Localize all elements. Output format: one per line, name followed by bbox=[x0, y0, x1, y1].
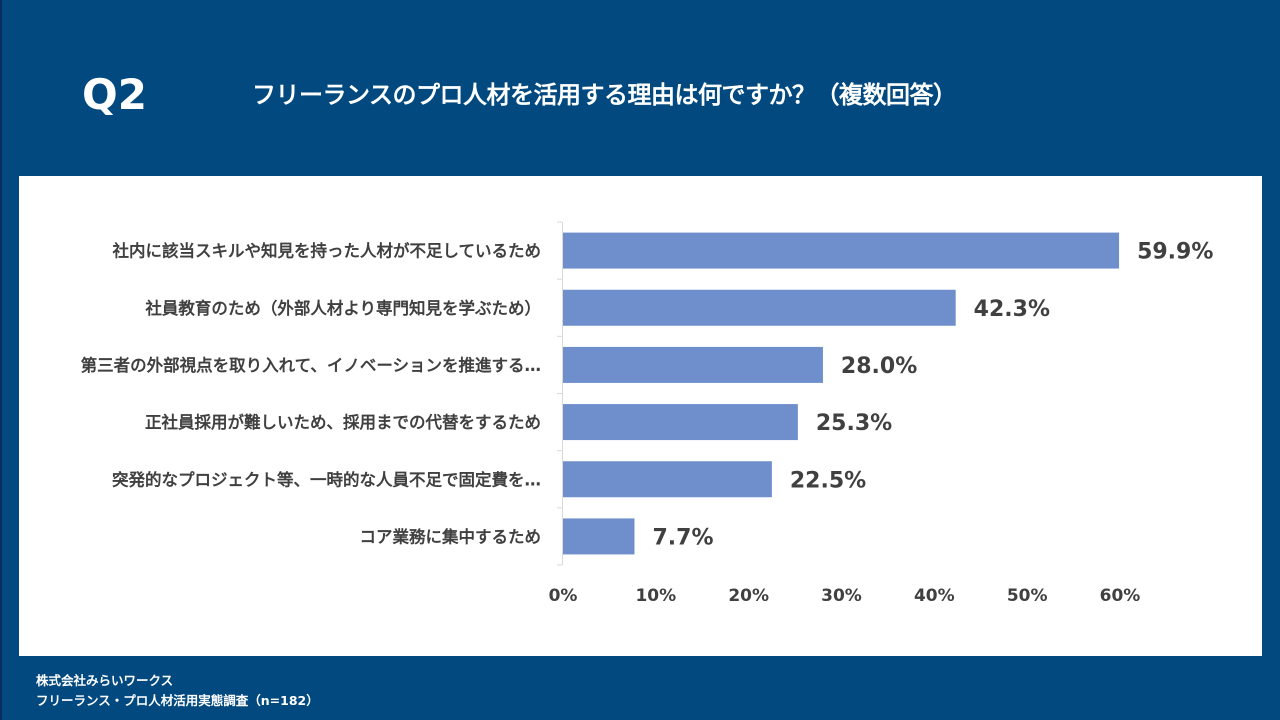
bar bbox=[563, 346, 823, 383]
x-tick-label: 60% bbox=[1100, 586, 1141, 606]
value-label: 7.7% bbox=[652, 525, 713, 550]
bar bbox=[563, 404, 798, 441]
category-label: 第三者の外部視点を取り入れて、イノベーションを推進する… bbox=[81, 355, 541, 375]
left-edge-stripe bbox=[0, 0, 2, 720]
bar bbox=[563, 461, 772, 498]
value-label: 59.9% bbox=[1137, 240, 1213, 265]
category-label: コア業務に集中するため bbox=[360, 526, 542, 546]
value-label: 28.0% bbox=[841, 354, 917, 379]
footer-company: 株式会社みらいワークス bbox=[36, 673, 174, 688]
x-tick-label: 20% bbox=[728, 586, 769, 606]
bar bbox=[563, 232, 1120, 269]
labels-layer: 社内に該当スキルや知見を持った人材が不足しているため 59.9% 社員教育のため（外… bbox=[81, 240, 1214, 606]
x-tick-label: 30% bbox=[821, 586, 862, 606]
value-label: 42.3% bbox=[974, 297, 1050, 322]
bars-layer bbox=[563, 232, 1120, 555]
footer-survey: フリーランス・プロ人材活用実態調査（n=182） bbox=[36, 693, 319, 708]
x-tick-label: 10% bbox=[635, 586, 676, 606]
category-label: 社内に該当スキルや知見を持った人材が不足しているため bbox=[111, 241, 541, 261]
value-label: 25.3% bbox=[816, 411, 892, 436]
value-label: 22.5% bbox=[790, 468, 866, 493]
category-label: 突発的なプロジェクト等、一時的な人員不足で固定費を… bbox=[112, 469, 541, 489]
x-tick-label: 0% bbox=[549, 586, 578, 606]
category-label: 社員教育のため（外部人材より専門知見を学ぶため） bbox=[144, 298, 541, 318]
axis-layer bbox=[557, 221, 563, 566]
x-tick-label: 50% bbox=[1007, 586, 1048, 606]
bar bbox=[563, 289, 956, 326]
page-title: フリーランスのプロ人材を活用する理由は何ですか？（複数回答） bbox=[252, 81, 957, 109]
category-label: 正社員採用が難しいため、採用までの代替をするため bbox=[145, 412, 541, 432]
question-number: Q2 bbox=[82, 70, 147, 119]
x-tick-label: 40% bbox=[914, 586, 955, 606]
bar bbox=[563, 518, 635, 555]
